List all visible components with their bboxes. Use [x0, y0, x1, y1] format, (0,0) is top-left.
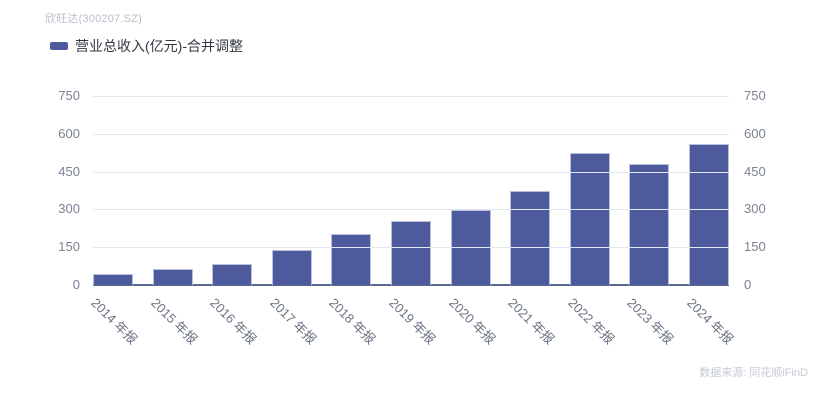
plot-area: [93, 96, 729, 286]
x-axis-label-2021-年报: 2021 年报: [505, 295, 558, 348]
bar-series: [93, 96, 729, 285]
bar-2023-年报: [629, 164, 670, 285]
bar-2014-年报: [93, 274, 133, 285]
gridline-600: [93, 133, 729, 135]
bar-2018-年报: [331, 234, 372, 285]
legend-label: 营业总收入(亿元)-合并调整: [75, 38, 243, 54]
x-axis-label-2015-年报: 2015 年报: [147, 295, 200, 348]
x-axis-label-2019-年报: 2019 年报: [386, 295, 439, 348]
y-axis-label-right-0: 0: [744, 277, 752, 292]
y-axis-label-left-450: 450: [58, 163, 80, 179]
x-axis-label-2016-年报: 2016 年报: [207, 295, 260, 348]
y-axis-label-left-600: 600: [58, 125, 80, 141]
y-axis-label-right-750: 750: [744, 88, 766, 103]
y-axis-label-left-0: 0: [72, 277, 80, 292]
y-axis-label-right-300: 300: [744, 201, 766, 217]
gridline-150: [93, 247, 729, 249]
x-axis-label-2018-年报: 2018 年报: [326, 295, 379, 348]
legend-item-revenue[interactable]: 营业总收入(亿元)-合并调整: [50, 36, 243, 56]
x-axis-label-2020-年报: 2020 年报: [445, 295, 498, 348]
y-axis-label-left-150: 150: [58, 239, 80, 255]
bar-2021-年报: [510, 191, 551, 285]
bar-2017-年报: [271, 250, 312, 285]
data-source-note: 数据来源: 同花顺iFinD: [699, 367, 808, 379]
y-axis-label-right-600: 600: [744, 125, 766, 141]
x-axis-label-2017-年报: 2017 年报: [267, 295, 320, 348]
gridline-300: [93, 209, 729, 211]
x-axis-label-2024-年报: 2024 年报: [684, 295, 737, 348]
x-axis-label-2014-年报: 2014 年报: [88, 295, 141, 348]
x-axis-label-2022-年报: 2022 年报: [565, 295, 618, 348]
bar-2022-年报: [569, 153, 610, 285]
y-axis-label-left-300: 300: [58, 201, 80, 217]
y-axis-label-left-750: 750: [58, 88, 80, 103]
x-axis-label-2023-年报: 2023 年报: [624, 295, 677, 348]
x-axis-line: [93, 284, 729, 286]
y-axis-label-right-450: 450: [744, 163, 766, 179]
bar-2019-年报: [390, 221, 431, 285]
bar-2015-年报: [152, 269, 193, 285]
bar-2016-年报: [212, 264, 253, 285]
gridline-450: [93, 171, 729, 173]
y-axis-label-right-150: 150: [744, 239, 766, 255]
gridline-750: [93, 96, 729, 97]
legend-swatch: [50, 42, 68, 50]
bar-2024-年报: [688, 144, 729, 285]
stock-title: 欣旺达(300207.SZ): [45, 13, 142, 25]
